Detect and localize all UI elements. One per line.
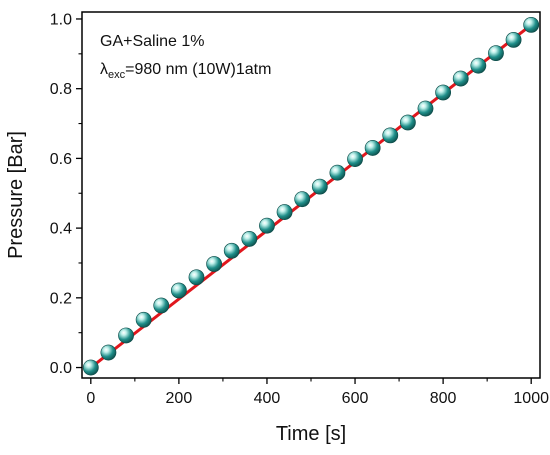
- x-tick-label: 400: [254, 390, 281, 407]
- annotation-lambda: λ: [100, 61, 108, 78]
- data-point: [294, 191, 311, 208]
- x-tick-labels: 0 200 400 600 800 1000: [86, 390, 549, 407]
- data-points-layer: [82, 16, 540, 376]
- x-tick-label: 800: [430, 390, 457, 407]
- data-point: [347, 151, 363, 167]
- data-point: [435, 84, 452, 101]
- x-tick-label: 0: [86, 390, 95, 407]
- x-tick-label: 200: [166, 390, 193, 407]
- y-tick-label: 0.2: [50, 290, 72, 307]
- data-point: [135, 311, 152, 328]
- x-tick-label: 600: [342, 390, 369, 407]
- data-point: [276, 204, 293, 220]
- data-point: [82, 359, 99, 376]
- x-axis-title: Time [s]: [276, 423, 346, 445]
- annotation-lambda-subscript: exc: [108, 69, 126, 81]
- data-point: [259, 217, 275, 234]
- y-tick-label: 0.0: [50, 360, 72, 377]
- y-tick-label: 0.4: [50, 221, 72, 238]
- y-tick-label: 0.6: [50, 151, 72, 168]
- data-point: [206, 256, 223, 272]
- data-point: [153, 297, 170, 314]
- data-point: [417, 100, 434, 117]
- data-point: [311, 178, 328, 195]
- data-point: [329, 164, 346, 181]
- data-point: [100, 344, 117, 361]
- annotation-sample: GA+Saline 1%: [100, 33, 205, 50]
- data-point: [399, 114, 416, 131]
- data-point: [188, 269, 205, 286]
- data-point: [488, 45, 504, 62]
- y-tick-label: 1.0: [50, 11, 72, 28]
- data-point: [452, 70, 469, 87]
- data-point: [241, 231, 258, 247]
- y-tick-labels: 0.0 0.2 0.4 0.6 0.8 1.0: [50, 11, 72, 377]
- axis-ticks: [76, 18, 532, 384]
- data-point: [118, 327, 134, 344]
- data-point: [170, 282, 187, 299]
- data-point: [470, 57, 487, 74]
- data-point: [505, 31, 522, 48]
- data-point: [523, 16, 540, 33]
- data-point: [382, 127, 399, 144]
- annotation-excitation: λexc=980 nm (10W)1atm: [100, 61, 271, 81]
- data-point: [223, 242, 240, 259]
- x-tick-label: 1000: [513, 390, 549, 407]
- y-tick-label: 0.8: [50, 81, 72, 98]
- annotation-excitation-text: =980 nm (10W)1atm: [125, 61, 271, 78]
- y-axis-title: Pressure [Bar]: [5, 131, 27, 259]
- data-point: [364, 140, 381, 156]
